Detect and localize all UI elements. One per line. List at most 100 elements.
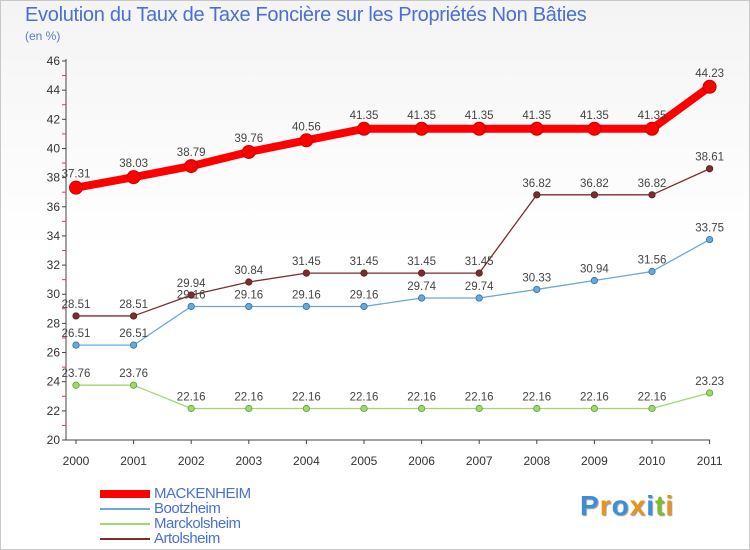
legend-swatch <box>100 490 150 498</box>
data-point <box>590 276 599 285</box>
logo-letter: t <box>655 490 666 521</box>
data-label: 38.61 <box>695 152 724 164</box>
x-tick-label: 2006 <box>408 454 435 468</box>
y-tick-label: 20 <box>47 433 61 447</box>
logo-letter: r <box>599 490 612 521</box>
data-label: 22.16 <box>638 392 667 404</box>
data-point <box>187 291 195 299</box>
y-tick-label: 46 <box>47 54 61 68</box>
data-point <box>533 404 541 413</box>
data-point <box>245 278 253 286</box>
x-tick-label: 2005 <box>351 454 378 468</box>
proxiti-logo: Proxiti <box>580 490 674 522</box>
data-label: 22.16 <box>350 392 379 404</box>
data-point <box>475 294 483 302</box>
series-bootzheim: 26.51 26.51 29.16 29.16 29.16 29.16 29.74 29.74… <box>62 223 724 349</box>
data-point <box>475 404 483 413</box>
data-label: 41.35 <box>638 110 667 122</box>
legend-swatch <box>100 523 150 525</box>
chart-unit: (en %) <box>25 29 61 43</box>
y-tick-label: 36 <box>47 200 61 214</box>
data-point <box>705 165 714 173</box>
x-tick-label: 2008 <box>523 454 550 468</box>
data-point <box>72 381 80 389</box>
data-point <box>130 341 138 349</box>
data-point <box>302 302 310 311</box>
y-tick-label: 40 <box>47 141 61 155</box>
plot-area: 28.51 28.51 29.94 30.84 31.45 31.45 31.45 31.45… <box>62 68 724 413</box>
logo-letter: P <box>580 490 600 521</box>
x-tick-label: 2007 <box>466 454 493 468</box>
data-point <box>417 294 426 302</box>
y-tick-label: 42 <box>47 112 61 126</box>
legend-label: MACKENHEIM <box>154 485 251 502</box>
data-label: 31.45 <box>350 256 379 268</box>
data-point <box>72 341 80 349</box>
series-line <box>76 168 710 317</box>
x-tick-label: 2000 <box>63 454 90 468</box>
data-label: 22.16 <box>234 392 263 404</box>
data-label: 30.84 <box>234 265 263 277</box>
data-point <box>187 404 195 413</box>
data-label: 29.16 <box>350 289 379 301</box>
data-point <box>417 269 426 277</box>
series-artolsheim: 28.51 28.51 29.94 30.84 31.45 31.45 31.45 31.45… <box>62 152 724 320</box>
data-point <box>126 170 141 185</box>
data-label: 28.51 <box>62 299 91 311</box>
data-point <box>187 302 195 311</box>
data-point <box>587 121 602 136</box>
y-tick-label: 22 <box>47 404 61 418</box>
data-point <box>130 312 138 320</box>
data-label: 29.94 <box>177 278 206 290</box>
legend-swatch <box>100 508 150 510</box>
data-label: 22.16 <box>177 392 206 404</box>
data-label: 41.35 <box>350 110 379 122</box>
x-tick-label: 2001 <box>120 454 147 468</box>
series-marckolsheim: 23.76 23.76 22.16 22.16 22.16 22.16 22.16 22.16… <box>62 368 724 413</box>
data-point <box>302 404 310 413</box>
data-label: 29.74 <box>465 281 494 293</box>
x-tick-label: 2010 <box>639 454 666 468</box>
data-label: 37.31 <box>62 169 91 181</box>
data-label: 29.16 <box>234 289 263 301</box>
data-point <box>414 121 429 136</box>
data-label: 41.35 <box>465 110 494 122</box>
data-label: 23.76 <box>62 368 91 380</box>
y-tick-label: 44 <box>47 83 61 97</box>
data-point <box>472 121 487 136</box>
y-tick-label: 26 <box>47 346 61 360</box>
data-point <box>590 191 599 199</box>
x-tick-label: 2003 <box>235 454 262 468</box>
data-label: 23.76 <box>119 368 148 380</box>
data-point <box>648 191 656 199</box>
y-tick-label: 34 <box>47 229 61 243</box>
data-point <box>130 381 138 389</box>
legend-label: Bootzheim <box>154 500 221 517</box>
x-tick-label: 2011 <box>697 454 723 468</box>
data-point <box>245 404 253 413</box>
data-label: 29.74 <box>407 281 436 293</box>
data-label: 40.56 <box>292 121 321 133</box>
axes: 20 22 24 26 28 30 32 34 36 38 40 42 44 46 2000 2001 2002… <box>47 54 723 468</box>
data-point <box>705 235 714 244</box>
data-label: 30.94 <box>580 264 609 276</box>
data-point <box>705 389 714 397</box>
data-point <box>475 269 483 277</box>
data-label: 41.35 <box>522 110 551 122</box>
data-point <box>69 180 83 195</box>
data-point <box>245 302 253 311</box>
data-label: 31.56 <box>638 254 667 266</box>
data-point <box>648 267 656 276</box>
logo-letter: x <box>629 490 647 521</box>
data-label: 22.16 <box>522 392 551 404</box>
data-label: 22.16 <box>292 392 321 404</box>
legend-label: Marckolsheim <box>154 515 241 532</box>
data-point <box>590 404 599 413</box>
logo-letter: i <box>665 490 675 521</box>
data-point <box>72 312 80 320</box>
y-tick-label: 24 <box>47 375 61 389</box>
data-point <box>302 269 310 277</box>
data-label: 39.76 <box>234 133 263 145</box>
